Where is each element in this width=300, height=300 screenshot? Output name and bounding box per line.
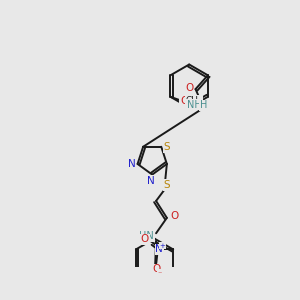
Text: +: + bbox=[160, 243, 165, 249]
Text: ⁻: ⁻ bbox=[158, 270, 162, 279]
Text: N: N bbox=[147, 176, 154, 186]
Text: N: N bbox=[155, 244, 163, 254]
Text: O: O bbox=[180, 96, 188, 106]
Text: O: O bbox=[170, 211, 179, 221]
Text: N: N bbox=[128, 159, 135, 169]
Text: S: S bbox=[163, 142, 170, 152]
Text: O: O bbox=[141, 234, 149, 244]
Text: CH₃: CH₃ bbox=[185, 96, 202, 105]
Text: O: O bbox=[185, 82, 194, 93]
Text: H: H bbox=[200, 100, 207, 110]
Text: S: S bbox=[164, 180, 170, 190]
Text: HN: HN bbox=[140, 231, 154, 241]
Text: NH: NH bbox=[187, 100, 201, 110]
Text: O: O bbox=[152, 264, 160, 274]
